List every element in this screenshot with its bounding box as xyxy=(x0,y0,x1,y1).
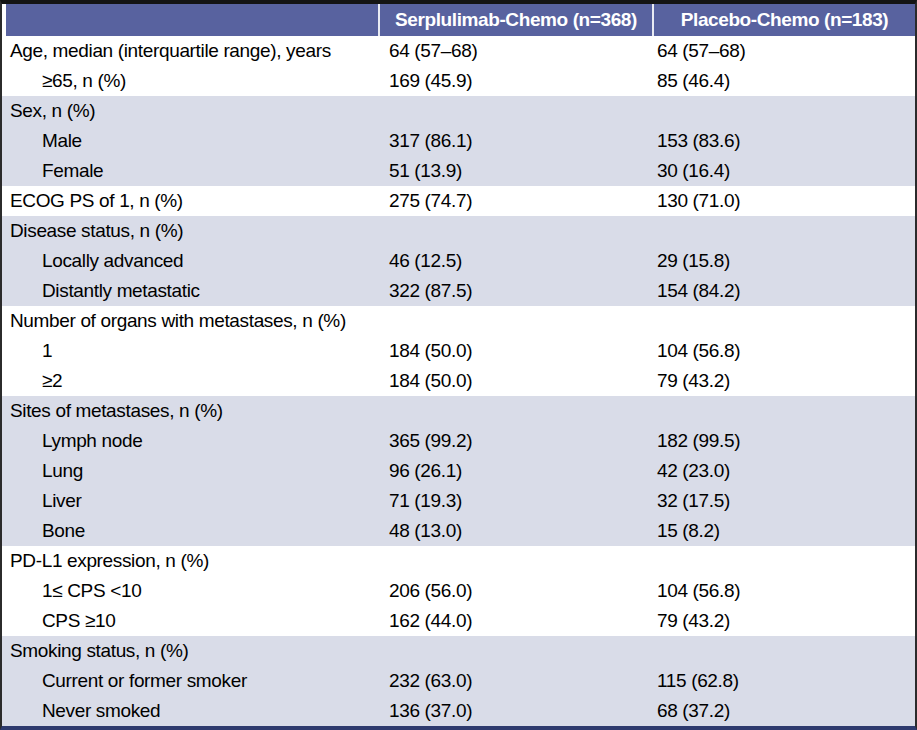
value-serplulimab-chemo: 365 (99.2) xyxy=(378,426,652,456)
table-row: CPS ≥10 162 (44.0) 79 (43.2) xyxy=(2,606,915,636)
value-placebo-chemo xyxy=(652,306,915,336)
value-serplulimab-chemo: 169 (45.9) xyxy=(378,66,652,96)
row-label: Smoking status, n (%) xyxy=(2,636,378,666)
row-label: Sites of metastases, n (%) xyxy=(2,396,378,426)
value-placebo-chemo: 64 (57–68) xyxy=(652,36,915,66)
row-label: Female xyxy=(2,156,378,186)
table-row: 1≤ CPS <10 206 (56.0) 104 (56.8) xyxy=(2,576,915,606)
value-serplulimab-chemo: 136 (37.0) xyxy=(378,696,652,726)
row-label: Lymph node xyxy=(2,426,378,456)
table-row: Bone 48 (13.0) 15 (8.2) xyxy=(2,516,915,546)
row-label: Lung xyxy=(2,456,378,486)
row-label: Disease status, n (%) xyxy=(2,216,378,246)
row-label: 1 xyxy=(2,336,378,366)
row-label: ≥2 xyxy=(2,366,378,396)
table-row: PD-L1 expression, n (%) xyxy=(2,546,915,576)
value-serplulimab-chemo xyxy=(378,396,652,426)
value-placebo-chemo xyxy=(652,636,915,666)
row-label: Liver xyxy=(2,486,378,516)
value-serplulimab-chemo: 48 (13.0) xyxy=(378,516,652,546)
value-placebo-chemo: 130 (71.0) xyxy=(652,186,915,216)
row-label: Never smoked xyxy=(2,696,378,726)
value-placebo-chemo: 115 (62.8) xyxy=(652,666,915,696)
row-label: ≥65, n (%) xyxy=(2,66,378,96)
row-label: Sex, n (%) xyxy=(2,96,378,126)
table-row: ECOG PS of 1, n (%) 275 (74.7) 130 (71.0… xyxy=(2,186,915,216)
value-serplulimab-chemo: 275 (74.7) xyxy=(378,186,652,216)
row-label: PD-L1 expression, n (%) xyxy=(2,546,378,576)
value-serplulimab-chemo xyxy=(378,306,652,336)
table-row: Number of organs with metastases, n (%) xyxy=(2,306,915,336)
value-placebo-chemo xyxy=(652,96,915,126)
value-placebo-chemo: 182 (99.5) xyxy=(652,426,915,456)
table-row: Sites of metastases, n (%) xyxy=(2,396,915,426)
value-placebo-chemo xyxy=(652,546,915,576)
value-placebo-chemo: 15 (8.2) xyxy=(652,516,915,546)
table-row: 1 184 (50.0) 104 (56.8) xyxy=(2,336,915,366)
value-placebo-chemo xyxy=(652,216,915,246)
value-serplulimab-chemo: 184 (50.0) xyxy=(378,336,652,366)
value-serplulimab-chemo xyxy=(378,636,652,666)
value-serplulimab-chemo: 322 (87.5) xyxy=(378,276,652,306)
row-label: CPS ≥10 xyxy=(2,606,378,636)
table-row: Male 317 (86.1) 153 (83.6) xyxy=(2,126,915,156)
value-serplulimab-chemo: 96 (26.1) xyxy=(378,456,652,486)
value-serplulimab-chemo xyxy=(378,96,652,126)
value-serplulimab-chemo: 232 (63.0) xyxy=(378,666,652,696)
table-row: Disease status, n (%) xyxy=(2,216,915,246)
value-serplulimab-chemo: 64 (57–68) xyxy=(378,36,652,66)
table-row: Locally advanced 46 (12.5) 29 (15.8) xyxy=(2,246,915,276)
table-row: ≥65, n (%) 169 (45.9) 85 (46.4) xyxy=(2,66,915,96)
value-placebo-chemo: 104 (56.8) xyxy=(652,576,915,606)
table-row: Smoking status, n (%) xyxy=(2,636,915,666)
baseline-characteristics-table: Serplulimab-Chemo (n=368) Placebo-Chemo … xyxy=(0,0,917,730)
value-placebo-chemo: 29 (15.8) xyxy=(652,246,915,276)
table-row: Lymph node 365 (99.2) 182 (99.5) xyxy=(2,426,915,456)
table-row: ≥2 184 (50.0) 79 (43.2) xyxy=(2,366,915,396)
value-placebo-chemo: 153 (83.6) xyxy=(652,126,915,156)
table-row: Distantly metastatic 322 (87.5) 154 (84.… xyxy=(2,276,915,306)
table-row: Liver 71 (19.3) 32 (17.5) xyxy=(2,486,915,516)
row-label: Distantly metastatic xyxy=(2,276,378,306)
value-placebo-chemo: 79 (43.2) xyxy=(652,606,915,636)
table-header-row: Serplulimab-Chemo (n=368) Placebo-Chemo … xyxy=(2,4,915,36)
table-row: Current or former smoker 232 (63.0) 115 … xyxy=(2,666,915,696)
row-label: Locally advanced xyxy=(2,246,378,276)
value-placebo-chemo: 79 (43.2) xyxy=(652,366,915,396)
value-serplulimab-chemo xyxy=(378,546,652,576)
value-placebo-chemo: 85 (46.4) xyxy=(652,66,915,96)
value-serplulimab-chemo: 206 (56.0) xyxy=(378,576,652,606)
value-placebo-chemo: 32 (17.5) xyxy=(652,486,915,516)
row-label: Current or former smoker xyxy=(2,666,378,696)
value-placebo-chemo: 104 (56.8) xyxy=(652,336,915,366)
value-placebo-chemo xyxy=(652,396,915,426)
value-serplulimab-chemo: 46 (12.5) xyxy=(378,246,652,276)
row-label: Number of organs with metastases, n (%) xyxy=(2,306,378,336)
table-body: Age, median (interquartile range), years… xyxy=(2,36,915,726)
row-label: Bone xyxy=(2,516,378,546)
value-placebo-chemo: 68 (37.2) xyxy=(652,696,915,726)
value-serplulimab-chemo: 51 (13.9) xyxy=(378,156,652,186)
value-serplulimab-chemo: 184 (50.0) xyxy=(378,366,652,396)
row-label: 1≤ CPS <10 xyxy=(2,576,378,606)
value-placebo-chemo: 30 (16.4) xyxy=(652,156,915,186)
value-serplulimab-chemo: 162 (44.0) xyxy=(378,606,652,636)
value-serplulimab-chemo: 71 (19.3) xyxy=(378,486,652,516)
table-row: Lung 96 (26.1) 42 (23.0) xyxy=(2,456,915,486)
table-row: Age, median (interquartile range), years… xyxy=(2,36,915,66)
header-serplulimab-chemo: Serplulimab-Chemo (n=368) xyxy=(378,4,652,36)
row-label: ECOG PS of 1, n (%) xyxy=(2,186,378,216)
row-label: Age, median (interquartile range), years xyxy=(2,36,378,66)
header-empty-cell xyxy=(2,4,378,36)
page: Serplulimab-Chemo (n=368) Placebo-Chemo … xyxy=(0,0,917,730)
table-row: Sex, n (%) xyxy=(2,96,915,126)
value-serplulimab-chemo xyxy=(378,216,652,246)
value-placebo-chemo: 42 (23.0) xyxy=(652,456,915,486)
value-placebo-chemo: 154 (84.2) xyxy=(652,276,915,306)
value-serplulimab-chemo: 317 (86.1) xyxy=(378,126,652,156)
row-label: Male xyxy=(2,126,378,156)
table-row: Never smoked 136 (37.0) 68 (37.2) xyxy=(2,696,915,726)
header-placebo-chemo: Placebo-Chemo (n=183) xyxy=(652,4,915,36)
table-row: Female 51 (13.9) 30 (16.4) xyxy=(2,156,915,186)
